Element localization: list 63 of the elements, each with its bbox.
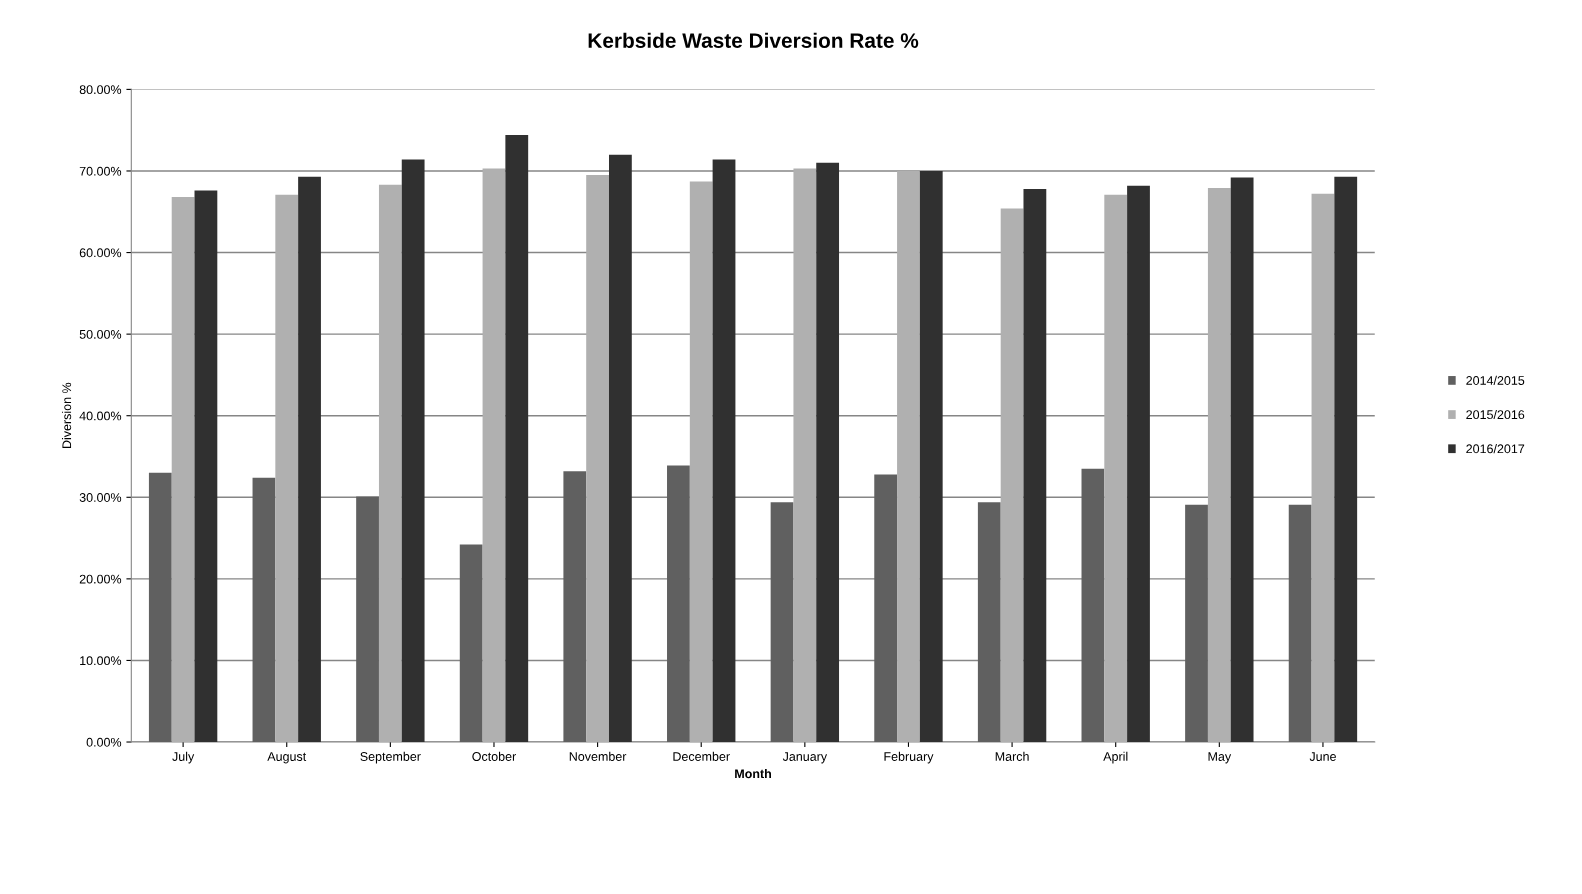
x-tick-label: June: [1309, 752, 1336, 761]
bar: [563, 471, 587, 743]
bar: [298, 176, 321, 743]
bar: [1081, 468, 1105, 743]
y-tick-label: 70.00%: [79, 166, 122, 176]
x-tick-label: July: [172, 751, 195, 764]
legend-label: 2014/2015: [1466, 375, 1525, 385]
bar: [874, 474, 898, 743]
y-tick-label: 10.00%: [80, 656, 122, 666]
bar: [793, 168, 817, 743]
x-tick-label: August: [267, 752, 307, 764]
legend-label: 2015/2016: [1466, 409, 1525, 420]
x-tick-label: December: [673, 751, 730, 761]
bar: [1104, 194, 1128, 743]
bar: [505, 135, 529, 743]
bar: [194, 190, 218, 743]
bar: [252, 477, 276, 743]
bar: [770, 502, 794, 743]
bar: [1185, 504, 1208, 743]
chart-title: Kerbside Waste Diversion Rate %: [588, 32, 919, 48]
y-tick-label: 30.00%: [79, 493, 122, 502]
y-tick-label: 60.00%: [79, 248, 122, 258]
bar: [275, 194, 299, 743]
x-tick-label: May: [1208, 752, 1232, 764]
bar: [977, 502, 1001, 743]
bar: [171, 197, 195, 743]
bar: [712, 159, 736, 743]
y-tick-label: 80.00%: [79, 85, 122, 95]
y-tick-label: 40.00%: [79, 411, 122, 421]
bar: [356, 496, 379, 743]
bar: [1000, 208, 1024, 743]
bar: [816, 162, 840, 743]
bar: [1127, 185, 1150, 743]
bar: [689, 181, 713, 743]
y-tick-label: 50.00%: [79, 329, 122, 339]
bar: [401, 159, 425, 743]
bar: [1334, 176, 1358, 743]
bar: [1311, 193, 1335, 743]
x-tick-label: September: [360, 751, 421, 764]
x-tick-label: October: [472, 751, 517, 761]
y-tick-label: 20.00%: [79, 574, 122, 584]
bar: [1288, 504, 1312, 743]
bar: [482, 168, 506, 743]
legend-label: 2016/2017: [1466, 444, 1525, 454]
bar: [378, 184, 402, 743]
bar: [897, 170, 920, 743]
bar: [1230, 177, 1254, 743]
x-tick-label: November: [569, 751, 627, 761]
y-axis-title: Diversion %: [61, 382, 72, 449]
x-tick-label: February: [884, 751, 934, 764]
bar: [459, 544, 483, 743]
x-tick-label: April: [1103, 751, 1128, 764]
x-tick-label: January: [782, 752, 828, 764]
bar: [1023, 188, 1047, 743]
bar: [148, 472, 172, 743]
bar: [1207, 188, 1231, 743]
x-tick-label: March: [995, 751, 1029, 761]
bar: [667, 465, 690, 743]
bar: [919, 170, 943, 743]
x-axis-title: Month: [735, 768, 771, 779]
bar: [609, 154, 632, 743]
y-tick-label: 0.00%: [86, 737, 122, 747]
bar: [586, 175, 609, 743]
